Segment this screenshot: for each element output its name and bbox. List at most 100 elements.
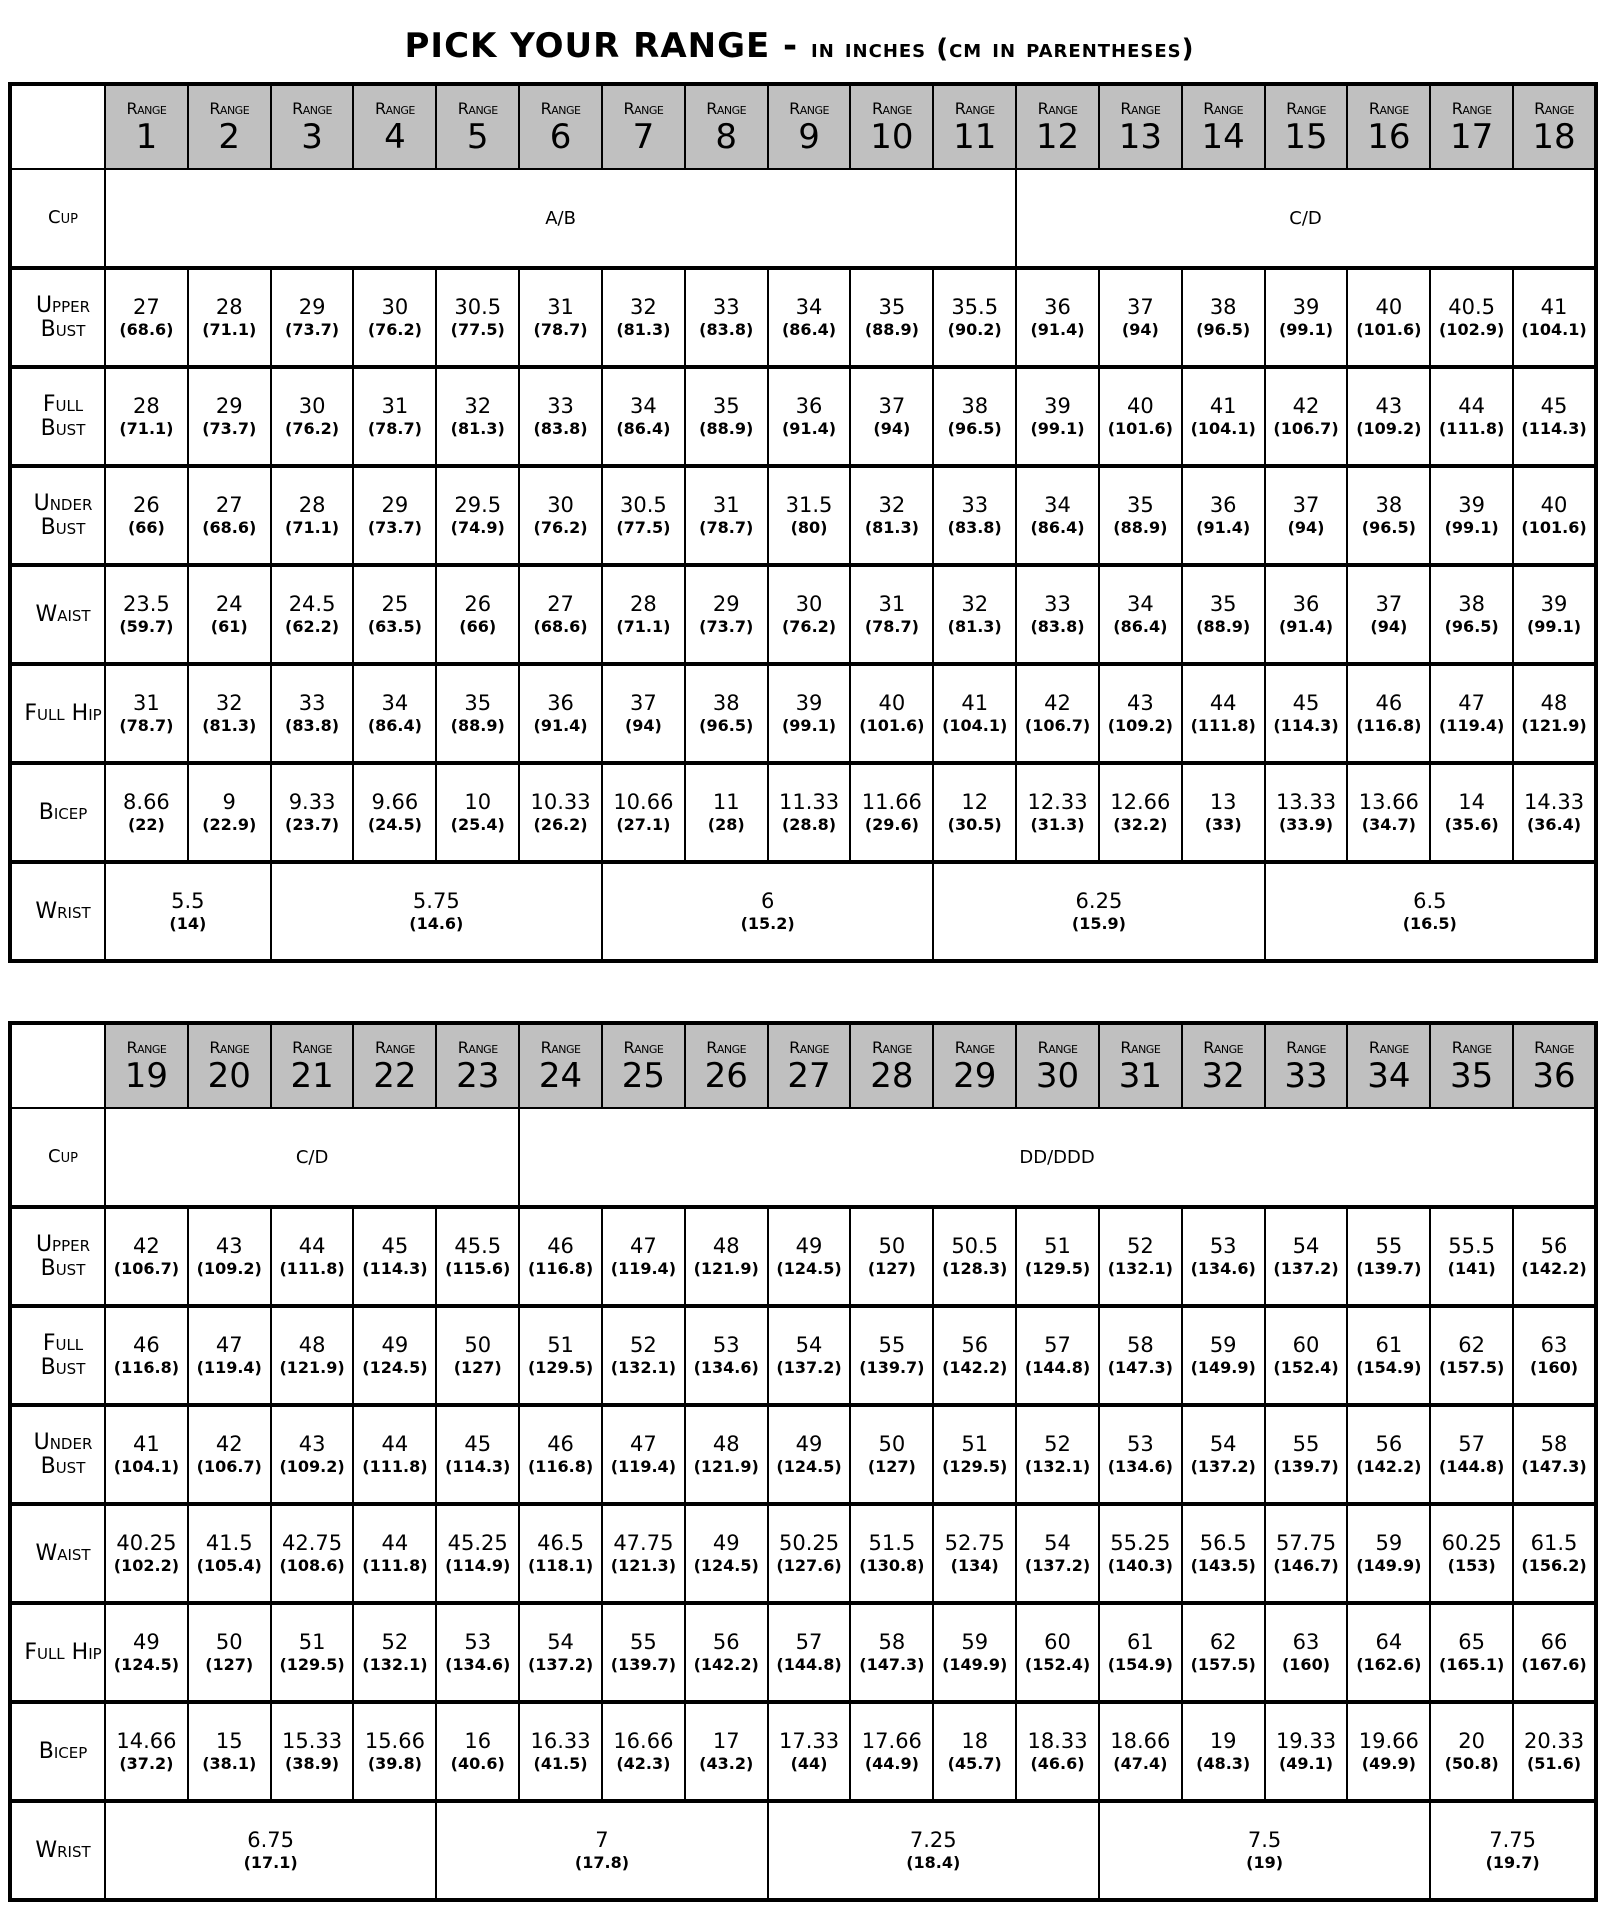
cm-value: (142.2) bbox=[1356, 1456, 1422, 1476]
cm-value: (15.2) bbox=[740, 913, 795, 933]
measurement-cell: 8.66 (22) bbox=[104, 762, 189, 864]
range-number: 25 bbox=[621, 1055, 666, 1096]
cm-value: (137.2) bbox=[527, 1654, 594, 1674]
cm-value: (128.3) bbox=[942, 1258, 1008, 1278]
range-number: 12 bbox=[1035, 116, 1080, 157]
measurement-cell: 53 (134.6) bbox=[1180, 1206, 1266, 1308]
inches-value: 46.5 bbox=[537, 1530, 584, 1555]
inches-value: 13 bbox=[1209, 789, 1237, 814]
measurement-cell: 49 (124.5) bbox=[104, 1602, 189, 1704]
measurement-cell: 34 (86.4) bbox=[1097, 564, 1183, 666]
measurement-cell: 28 (71.1) bbox=[104, 366, 189, 468]
range-word: Range bbox=[1368, 98, 1409, 118]
cm-value: (127) bbox=[867, 1258, 916, 1278]
measurement-cell: 46 (116.8) bbox=[104, 1305, 189, 1407]
inches-value: 48 bbox=[712, 1233, 740, 1258]
cm-value: (141) bbox=[1447, 1258, 1496, 1278]
inches-value: 26 bbox=[133, 492, 160, 517]
measurement-cell: 23.5 (59.7) bbox=[104, 564, 189, 666]
cm-value: (124.5) bbox=[113, 1654, 180, 1674]
measurement-cell: 42 (106.7) bbox=[1263, 366, 1349, 468]
cm-value: (127) bbox=[205, 1654, 254, 1674]
measurement-cell: 55.25 (140.3) bbox=[1097, 1503, 1183, 1605]
measurement-cell: 29.5 (74.9) bbox=[435, 465, 521, 567]
cm-value: (104.1) bbox=[942, 715, 1008, 735]
measurement-cell: 42 (106.7) bbox=[186, 1404, 272, 1506]
cm-value: (109.2) bbox=[279, 1456, 345, 1476]
cm-value: (152.4) bbox=[1273, 1357, 1339, 1377]
cm-value: (129.5) bbox=[527, 1357, 594, 1377]
inches-value: 44 bbox=[381, 1431, 409, 1456]
range-word: Range bbox=[1286, 1037, 1326, 1057]
row-full-bust: Full Bust 46 (116.8) 47 (119.4) 48 (121.9) 49 (1… bbox=[9, 1305, 1597, 1407]
cm-value: (83.8) bbox=[285, 715, 340, 735]
inches-value: 50 bbox=[878, 1431, 906, 1456]
inches-value: 58 bbox=[1126, 1332, 1154, 1357]
inches-value: 16.33 bbox=[530, 1728, 591, 1753]
range-word: Range bbox=[623, 1037, 664, 1057]
inches-value: 41.5 bbox=[205, 1530, 253, 1555]
measurement-cell: 34 (86.4) bbox=[600, 366, 686, 468]
measurement-cell: 27 (68.6) bbox=[186, 465, 272, 567]
measurement-cell: 51 (129.5) bbox=[269, 1602, 355, 1704]
range-table-1: Range 1 Range 2 Range 3 Range 4 Range 5 Range 6 Rang… bbox=[8, 82, 1598, 963]
measurement-cell: 41.5 (105.4) bbox=[186, 1503, 272, 1605]
inches-value: 58 bbox=[1540, 1431, 1568, 1456]
measurement-cell: 39 (99.1) bbox=[1015, 366, 1100, 468]
inches-value: 59 bbox=[1209, 1332, 1237, 1357]
inches-value: 50.25 bbox=[778, 1530, 840, 1555]
cm-value: (83.8) bbox=[1030, 616, 1085, 636]
cm-value: (137.2) bbox=[1190, 1456, 1256, 1476]
range-number: 30 bbox=[1035, 1055, 1080, 1096]
cm-value: (101.6) bbox=[859, 715, 925, 735]
measurement-cell: 51 (129.5) bbox=[1015, 1206, 1100, 1308]
cm-value: (119.4) bbox=[196, 1357, 262, 1377]
range-header: Range 2 bbox=[186, 83, 272, 170]
inches-value: 57.75 bbox=[1275, 1530, 1337, 1555]
range-word: Range bbox=[457, 1037, 498, 1057]
cm-value: (25.4) bbox=[450, 814, 505, 834]
inches-value: 43 bbox=[1375, 393, 1403, 418]
cm-value: (99.1) bbox=[1444, 517, 1499, 537]
measurement-cell: 12 (30.5) bbox=[932, 762, 1018, 864]
cm-value: (144.8) bbox=[776, 1654, 842, 1674]
inches-value: 54 bbox=[547, 1629, 574, 1654]
range-header: Range 25 bbox=[600, 1022, 686, 1109]
cm-value: (146.7) bbox=[1273, 1555, 1339, 1575]
measurement-cell: 63 (160) bbox=[1512, 1305, 1597, 1407]
cm-value: (139.7) bbox=[610, 1654, 676, 1674]
measurement-cell: 48 (121.9) bbox=[269, 1305, 355, 1407]
cm-value: (78.7) bbox=[864, 616, 919, 636]
range-number: 24 bbox=[538, 1055, 583, 1096]
cm-value: (101.6) bbox=[1356, 319, 1422, 339]
inches-value: 46 bbox=[1375, 690, 1403, 715]
inches-value: 29 bbox=[298, 294, 326, 319]
measurement-cell: 35 (88.9) bbox=[1097, 465, 1183, 567]
cm-value: (76.2) bbox=[367, 319, 422, 339]
measurement-cell: 39 (99.1) bbox=[1512, 564, 1597, 666]
cm-value: (30.5) bbox=[947, 814, 1002, 834]
range-header: Range 19 bbox=[104, 1022, 189, 1109]
inches-value: 51 bbox=[298, 1629, 326, 1654]
measurement-cell: 39 (99.1) bbox=[1429, 465, 1515, 567]
measurement-cell: 36 (91.4) bbox=[1015, 267, 1100, 369]
measurement-cell: 16 (40.6) bbox=[435, 1701, 521, 1803]
cm-value: (83.8) bbox=[533, 418, 588, 438]
cm-value: (15.9) bbox=[1071, 913, 1126, 933]
measurement-cell: 50 (127) bbox=[435, 1305, 521, 1407]
measurement-cell: 31 (78.7) bbox=[104, 663, 189, 765]
inches-value: 5.5 bbox=[171, 888, 205, 913]
inches-value: 36 bbox=[1209, 492, 1237, 517]
range-header: Range 35 bbox=[1429, 1022, 1515, 1109]
cm-value: (31.3) bbox=[1030, 814, 1085, 834]
cm-value: (96.5) bbox=[947, 418, 1002, 438]
cm-value: (28.8) bbox=[781, 814, 837, 834]
range-header: Range 29 bbox=[932, 1022, 1018, 1109]
cm-value: (78.7) bbox=[367, 418, 422, 438]
inches-value: 15 bbox=[215, 1728, 243, 1753]
cm-value: (106.7) bbox=[196, 1456, 262, 1476]
inches-value: 14.66 bbox=[116, 1728, 177, 1753]
cm-value: (99.1) bbox=[1278, 319, 1334, 339]
cm-value: (111.8) bbox=[362, 1456, 428, 1476]
inches-value: 46 bbox=[133, 1332, 160, 1357]
